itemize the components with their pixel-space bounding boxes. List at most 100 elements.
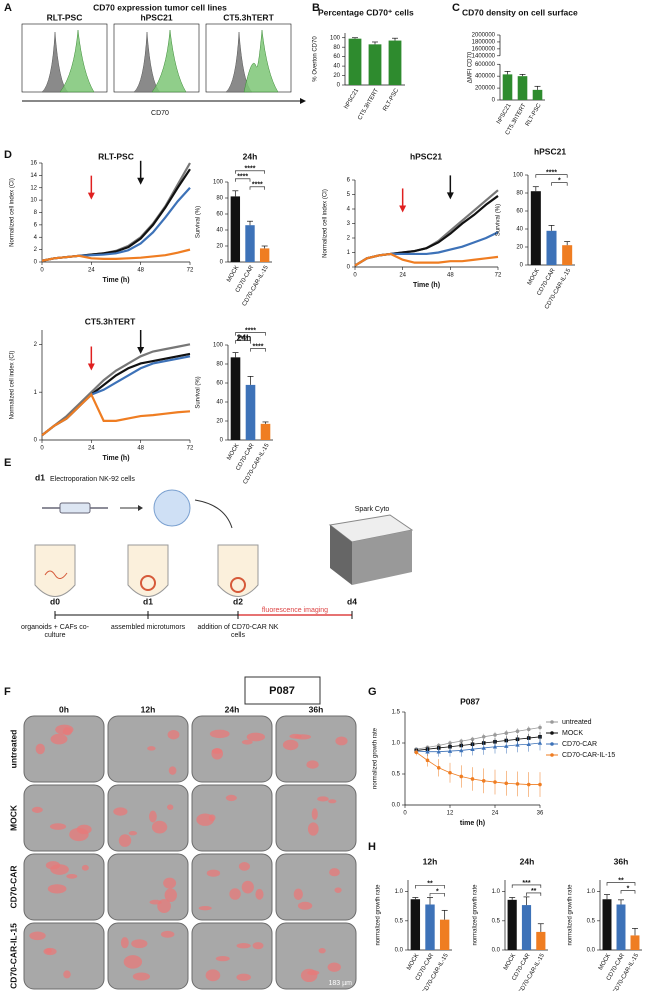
bar (630, 935, 640, 950)
fluorescent-cells (255, 888, 264, 900)
x-tick-label: MOCK (406, 953, 420, 972)
significance-label: **** (253, 343, 264, 350)
bar (348, 38, 362, 85)
panel-letter: H (368, 841, 376, 853)
y-tick-label: 20 (216, 419, 223, 425)
fluorescent-cells (132, 972, 151, 981)
fluorescent-cells (334, 887, 342, 893)
fluorescent-cells (294, 734, 311, 740)
marker (526, 782, 531, 787)
fluorescent-cells (118, 834, 132, 847)
y-tick-label: 0.0 (492, 948, 501, 954)
microtumor (140, 575, 156, 591)
axis-label: CD70 (151, 110, 169, 117)
y-tick-label: 2000000 (472, 33, 496, 39)
fluorescent-cells (329, 868, 340, 877)
marker (459, 739, 464, 743)
y-tick-label: 100 (330, 35, 341, 41)
cd70-peak (59, 29, 95, 93)
significance-bracket (250, 348, 266, 352)
series-line (416, 751, 540, 785)
x-tick-label: RLT-PSC (382, 87, 400, 112)
y-tick-label: 0 (520, 263, 524, 269)
x-tick-label: CT5.3hTERT (357, 88, 380, 122)
y-tick-label: 16 (30, 161, 37, 167)
y-tick-label: 0.5 (587, 918, 596, 924)
arrow-head (138, 505, 143, 511)
panel-title: CD70 expression tumor cell lines (93, 2, 227, 12)
y-tick-label: 1.0 (392, 741, 401, 747)
y-tick-label: 20 (216, 244, 223, 250)
y-tick-label: 0.5 (395, 918, 404, 924)
significance-bracket (535, 174, 568, 178)
significance-label: ** (531, 888, 537, 895)
fluorescent-cells (208, 814, 216, 822)
bar (546, 230, 557, 265)
x-axis-label: Time (h) (413, 282, 440, 289)
fluorescent-cells (50, 864, 69, 875)
bar (530, 191, 541, 265)
significance-bracket (551, 182, 568, 186)
microscopy-image (275, 715, 357, 783)
y-tick-label: 20 (516, 245, 523, 251)
fluorescent-cells (168, 766, 177, 775)
y-tick-label: 60 (216, 212, 223, 218)
microscopy-image (107, 853, 189, 921)
microscopy-image (275, 922, 357, 990)
significance-label: * (558, 178, 561, 185)
x-axis-label: Time (h) (102, 277, 129, 284)
y-tick-label: 100 (213, 343, 224, 349)
y-tick-label: 100 (513, 173, 524, 179)
y-tick-label: 3 (347, 221, 351, 227)
bar (245, 225, 255, 262)
bar (425, 904, 435, 950)
y-axis-label: normalized growth rate (473, 884, 479, 946)
fluorescent-cells (327, 962, 341, 972)
step-description: organoids + CAFs co-culture (21, 624, 89, 639)
microscopy-image (191, 784, 273, 852)
marker (504, 731, 509, 735)
legend-marker (550, 720, 554, 724)
y-axis-label: Normalized cell index (CI) (323, 189, 329, 258)
fluorescent-cells (29, 931, 46, 941)
microscopy-image (275, 853, 357, 921)
fluorescent-cells (236, 943, 251, 949)
y-tick-label: 4 (34, 235, 38, 241)
y-tick-label: 0.0 (395, 948, 404, 954)
fluorescent-cells (215, 955, 230, 962)
fluorescent-cells (307, 970, 320, 976)
y-tick-label: 1.0 (587, 889, 596, 895)
step-description: addition of CD70-CAR NK cells (197, 624, 279, 639)
y-tick-label: 40 (333, 64, 340, 70)
fluorescent-cells (282, 739, 299, 751)
y-tick-label: 200000 (475, 86, 496, 92)
fluorescent-cells (131, 939, 148, 949)
nk-cell (153, 489, 191, 527)
y-tick-label: 80 (216, 362, 223, 368)
fluorescent-cells (167, 804, 174, 810)
y-tick-label: 2 (347, 236, 351, 242)
fluorescent-cells (31, 806, 43, 813)
marker (526, 742, 531, 747)
panel-letter: E (4, 457, 11, 469)
marker (538, 782, 542, 787)
y-tick-label: 0 (337, 83, 341, 89)
column-label: 36h (309, 704, 324, 714)
chart-title: 24h (520, 856, 535, 866)
significance-label: **** (245, 327, 256, 334)
y-tick-label: 600000 (475, 62, 496, 68)
step-label: d1 (35, 472, 45, 482)
series-line (41, 352, 191, 437)
marker (425, 749, 430, 754)
chart-title: 24h (243, 151, 258, 161)
marker (448, 770, 452, 775)
y-tick-label: 0 (492, 98, 496, 104)
bar (230, 357, 241, 440)
fluorescent-cells (241, 880, 254, 894)
organoids (44, 570, 68, 579)
fluorescent-cells (241, 739, 253, 745)
y-tick-label: 1600000 (472, 46, 496, 52)
y-tick-label: 10 (30, 198, 37, 204)
y-tick-label: 2 (34, 342, 38, 348)
chart-title: 36h (614, 856, 629, 866)
